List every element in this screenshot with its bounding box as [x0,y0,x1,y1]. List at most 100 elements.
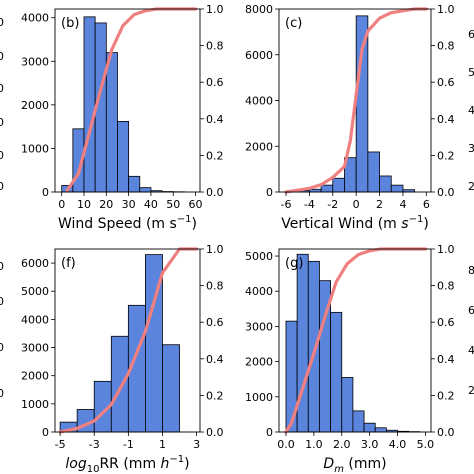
y2-tick-label: 0.0 [206,186,224,199]
y2-tick-label: 0.2 [437,149,455,162]
x-tick-label: 30 [122,198,136,211]
y-tick-label: 0 [266,186,273,199]
x-tick-label: 0 [58,198,65,211]
y2-tick-label: 0.6 [206,76,224,89]
edge-fragment-right: 8 [468,264,474,277]
edge-fragment-left: 0 [0,341,4,354]
histogram-bar [320,184,334,193]
panel-f: -5 -3 -1 1 3 0 1000 2000 3000 4000 5000 6000 0.0 0.2 0… [21,243,224,474]
x-tick-label: -6 [281,198,292,211]
y-tick-label: 4000 [21,313,49,326]
histogram-bar [341,377,354,433]
y2-tick-label: 0.2 [206,389,224,402]
x-tick-label: 0.0 [277,438,295,451]
edge-fragment-right: 5 [468,66,474,79]
x-tick-label: 3.0 [361,438,379,451]
panel-label: (b) [61,16,79,31]
x-tick-label: 40 [144,198,158,211]
x-axis-label: Wind Speed (m s−1) [58,214,197,232]
histogram-bar [355,15,369,193]
cdf-line [58,247,199,434]
y2-tick-label: 0.8 [206,40,224,53]
axes-frame [54,248,201,433]
histogram-bar [374,427,387,433]
y-tick-label: 8000 [245,3,273,16]
y-tick-label: 4000 [21,12,49,25]
histogram-bar [379,175,392,193]
y-tick-label: 2000 [245,140,273,153]
y2-tick-label: 1.0 [206,3,224,16]
y-tick-label: 3000 [21,342,49,355]
y2-tick-label: 1.0 [437,3,455,16]
y2-tick-label: 1.0 [437,243,455,256]
x-tick-label: 60 [189,198,203,211]
y2-tick-label: 0.0 [437,186,455,199]
y-tick-label: 0 [42,426,49,439]
y2-tick-label: 0.6 [437,76,455,89]
y2-tick-label: 0.0 [437,426,455,439]
y-tick-label: 0 [42,186,49,199]
x-tick-label: 4 [399,198,406,211]
histogram-bar [390,184,404,193]
x-tick-label: 50 [166,198,180,211]
x-tick-label: 6 [423,198,430,211]
axes-frame [54,8,201,193]
y-tick-label: 1000 [21,142,49,155]
x-tick-label: -4 [304,198,315,211]
edge-fragment-right: 2 [468,384,474,397]
edge-fragment-right: 4 [468,104,474,117]
edge-fragment-right: 6 [468,304,474,317]
x-tick-label: -3 [89,438,100,451]
x-tick-label: 2.0 [333,438,351,451]
y-tick-label: 6000 [245,49,273,62]
histogram-bar [110,335,129,433]
y-tick-label: 0 [266,426,273,439]
y2-tick-label: 0.8 [206,280,224,293]
y-tick-label: 1000 [245,391,273,404]
y-tick-label: 2000 [245,356,273,369]
histogram-bar [307,260,320,433]
y2-tick-label: 0.4 [206,113,224,126]
panel-c: -6 -4 -2 0 2 4 6 0 2000 4000 6000 8000 0.0 0.2 0.4 0.6 0… [245,3,455,232]
edge-fragment-left: 0 [0,180,4,193]
y2-tick-label: 0.4 [437,113,455,126]
panel-g: 0.0 1.0 2.0 3.0 4.0 5.0 0 1000 2000 3000 4000 5000 0… [245,243,455,474]
edge-fragment-left: 0 [0,16,4,29]
edge-fragment-right: 6 [468,28,474,41]
x-axis-label: Dm (mm) [323,456,386,474]
y2-tick-label: 0.2 [437,389,455,402]
x-tick-label: 1 [159,438,166,451]
edge-fragment-left: 0 [0,295,4,308]
edge-fragment-right: 2 [468,180,474,193]
x-tick-label: 3 [193,438,200,451]
x-tick-label: -2 [327,198,338,211]
panel-label: (c) [285,16,302,31]
x-tick-label: -5 [55,438,66,451]
x-tick-label: 2 [376,198,383,211]
edge-fragment-left: 0 [0,149,4,162]
histogram-bar [363,422,376,433]
histogram-bar [330,311,343,433]
histogram-bar [352,410,365,433]
y-tick-label: 1000 [21,398,49,411]
panel-label: (g) [285,256,303,271]
panel-b: 0 10 20 30 40 50 60 0 1000 2000 3000 4000 0.0 0.2 0.4 0… [21,3,224,232]
y-tick-label: 3000 [21,55,49,68]
edge-fragment-left: 0 [0,387,4,400]
y-tick-label: 4000 [245,95,273,108]
x-tick-label: 1.0 [305,438,323,451]
histogram-bar [105,52,118,193]
x-axis-label: Vertical Wind (m s−1) [281,214,429,232]
axes-frame [278,248,432,433]
y-tick-label: 5000 [245,250,273,263]
y-tick-label: 6000 [21,257,49,270]
x-tick-label: 10 [77,198,91,211]
y-tick-label: 5000 [21,285,49,298]
y2-tick-label: 0.0 [206,426,224,439]
x-axis-label: log10RR (mm h−1) [65,454,189,474]
histogram-bar [83,16,96,193]
histogram-bar [139,187,152,193]
x-tick-label: -1 [123,438,134,451]
edge-fragment-left: 0 [0,82,4,95]
